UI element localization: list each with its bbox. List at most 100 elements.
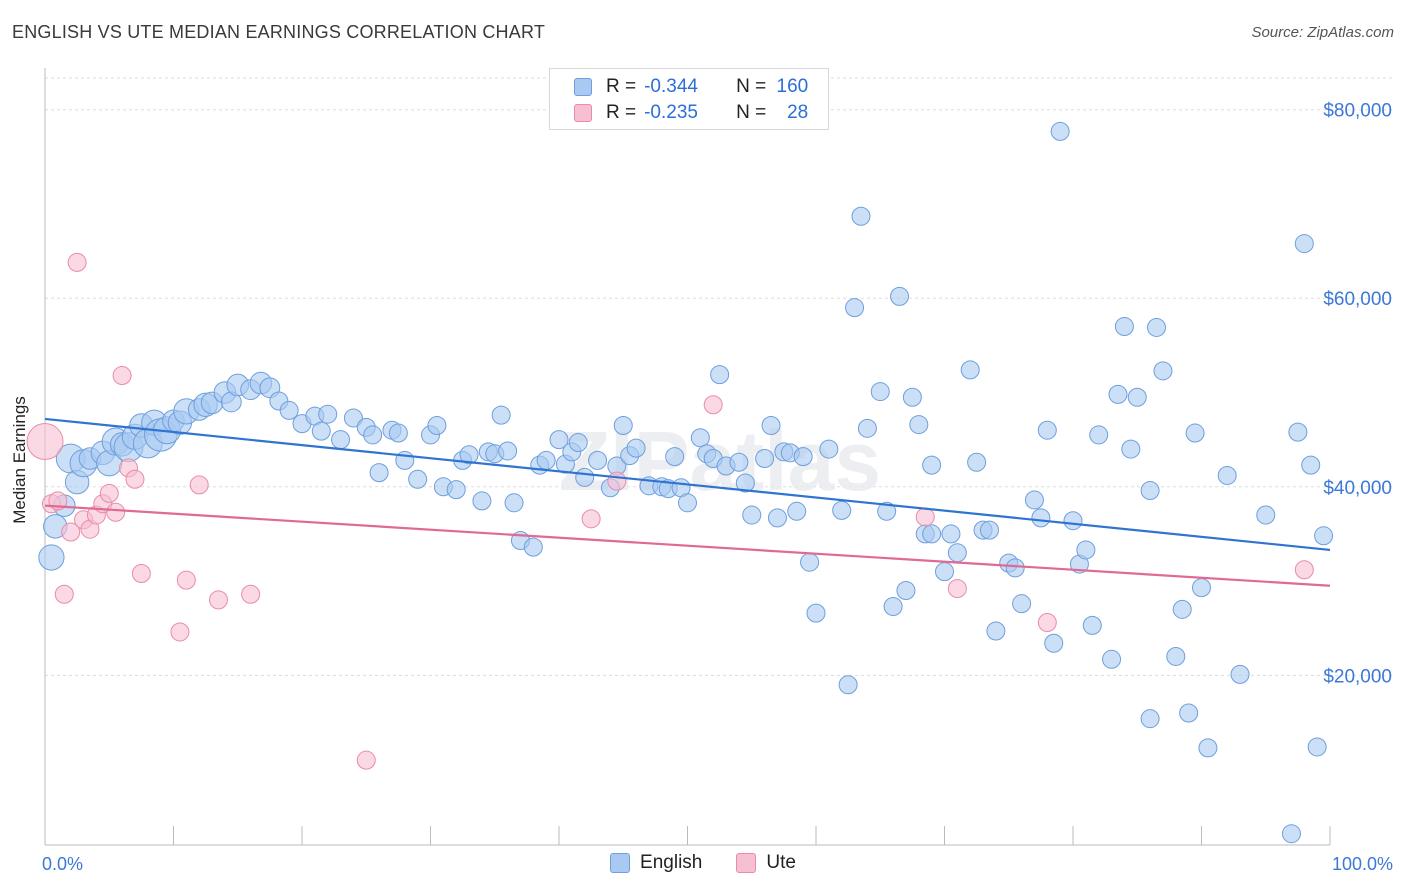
english-point-120 xyxy=(1012,594,1032,614)
english-r-label: R = xyxy=(606,76,637,97)
ute-point-12 xyxy=(112,366,132,386)
english-point-61 xyxy=(549,430,569,450)
english-point-99 xyxy=(851,206,871,226)
english-point-106 xyxy=(902,387,922,407)
english-point-86 xyxy=(755,449,775,468)
legend-item-ute[interactable]: Ute xyxy=(736,852,796,874)
english-point-114 xyxy=(967,452,987,472)
english-legend-swatch xyxy=(610,853,631,873)
english-point-0 xyxy=(38,544,65,571)
english-point-44 xyxy=(408,469,428,489)
english-point-103 xyxy=(883,597,903,617)
ute-point-23 xyxy=(607,471,627,491)
ute-point-18 xyxy=(189,475,209,495)
english-point-154 xyxy=(1140,709,1160,729)
ute-point-5 xyxy=(67,252,87,272)
english-point-100 xyxy=(857,418,877,438)
english-point-64 xyxy=(568,432,588,452)
english-point-141 xyxy=(1179,703,1199,723)
english-point-146 xyxy=(1230,664,1250,684)
legend-row-ute: R = -0.235 N = 28 xyxy=(574,101,808,125)
english-point-36 xyxy=(331,430,351,450)
english-n-value: 160 xyxy=(776,76,809,97)
ute-r-value: -0.235 xyxy=(644,102,698,123)
english-point-150 xyxy=(1294,234,1314,254)
ute-point-4 xyxy=(61,522,81,542)
english-point-46 xyxy=(427,416,447,436)
english-point-111 xyxy=(941,524,961,544)
english-point-131 xyxy=(1102,649,1122,669)
ute-point-28 xyxy=(1294,560,1314,580)
english-point-149 xyxy=(1288,422,1308,442)
english-point-130 xyxy=(1089,425,1109,445)
english-point-94 xyxy=(806,603,826,623)
english-point-143 xyxy=(1192,578,1211,598)
english-point-71 xyxy=(626,438,646,458)
english-point-42 xyxy=(388,423,408,443)
english-point-140 xyxy=(1172,599,1192,619)
ute-r-label: R = xyxy=(606,102,637,123)
english-point-87 xyxy=(761,416,781,436)
ute-trend-line xyxy=(44,504,1331,587)
ute-n-value: 28 xyxy=(787,102,809,123)
english-point-117 xyxy=(986,621,1006,641)
english-point-135 xyxy=(1127,387,1147,407)
english-point-88 xyxy=(767,508,787,528)
english-point-137 xyxy=(1147,317,1167,337)
ute-point-15 xyxy=(131,564,151,584)
english-point-56 xyxy=(504,493,524,513)
english-point-95 xyxy=(819,439,839,459)
english-r-value: -0.344 xyxy=(644,76,698,97)
english-point-132 xyxy=(1108,384,1128,404)
english-point-69 xyxy=(613,416,633,436)
ute-point-19 xyxy=(208,590,228,610)
english-point-83 xyxy=(729,452,749,472)
english-n-label: N = xyxy=(736,76,767,97)
english-point-58 xyxy=(523,537,543,557)
english-legend-label: English xyxy=(640,852,703,873)
english-point-126 xyxy=(1063,511,1083,531)
ute-point-24 xyxy=(703,395,723,415)
english-point-109 xyxy=(922,455,942,475)
source-label: Source: ZipAtlas.com xyxy=(1251,24,1394,41)
english-point-147 xyxy=(1256,505,1276,525)
english-point-92 xyxy=(793,447,813,467)
english-point-50 xyxy=(459,445,479,465)
english-point-133 xyxy=(1114,317,1134,337)
english-point-81 xyxy=(710,365,730,385)
english-swatch xyxy=(574,78,592,96)
ute-point-11 xyxy=(106,502,126,522)
english-point-119 xyxy=(1005,558,1025,578)
english-point-48 xyxy=(446,480,466,500)
english-trend-line xyxy=(44,417,1331,552)
english-point-152 xyxy=(1307,737,1327,757)
english-point-105 xyxy=(896,580,916,600)
english-point-91 xyxy=(787,501,807,521)
english-point-101 xyxy=(870,382,890,402)
english-point-97 xyxy=(838,675,858,695)
english-point-138 xyxy=(1153,361,1173,381)
x-tick-label-right: 100.0% xyxy=(1332,854,1393,874)
english-point-125 xyxy=(1050,121,1070,141)
ute-point-10 xyxy=(99,483,119,503)
english-point-51 xyxy=(472,491,492,511)
ute-point-22 xyxy=(581,509,601,529)
ute-legend-label: Ute xyxy=(766,852,796,873)
english-point-40 xyxy=(369,463,389,483)
english-point-85 xyxy=(742,505,762,525)
english-point-104 xyxy=(890,286,910,306)
english-point-37 xyxy=(343,408,363,428)
english-point-134 xyxy=(1121,439,1141,459)
legend-item-english[interactable]: English xyxy=(610,852,702,874)
ute-point-16 xyxy=(170,622,190,642)
ute-point-17 xyxy=(176,570,196,590)
english-point-129 xyxy=(1082,615,1102,635)
english-point-107 xyxy=(909,415,929,435)
ute-point-26 xyxy=(947,579,967,599)
english-point-122 xyxy=(1031,508,1051,528)
ute-point-21 xyxy=(356,750,376,770)
x-tick-label-left: 0.0% xyxy=(42,854,83,874)
english-point-98 xyxy=(845,298,865,318)
ute-swatch xyxy=(574,104,592,122)
